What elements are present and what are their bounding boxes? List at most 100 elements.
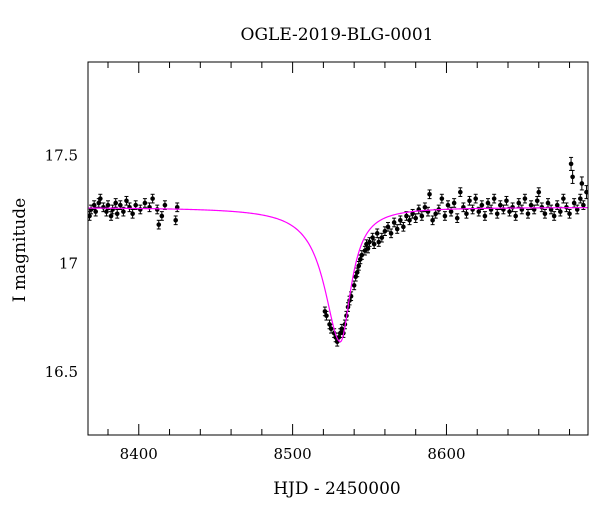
data-marker bbox=[376, 239, 382, 245]
data-marker bbox=[584, 189, 588, 195]
plot-area bbox=[88, 156, 588, 347]
data-point bbox=[545, 198, 551, 208]
data-point bbox=[127, 202, 132, 213]
data-marker bbox=[579, 181, 585, 186]
data-point bbox=[574, 204, 580, 215]
data-point bbox=[558, 206, 563, 217]
y-tick-label: 17.5 bbox=[45, 146, 78, 164]
data-point bbox=[534, 195, 540, 206]
data-point bbox=[419, 211, 425, 221]
data-marker bbox=[93, 209, 98, 214]
data-point bbox=[328, 323, 334, 334]
data-point bbox=[470, 204, 475, 215]
data-point bbox=[398, 215, 403, 226]
data-point bbox=[519, 204, 525, 215]
data-marker bbox=[491, 196, 497, 201]
data-marker bbox=[536, 189, 542, 195]
data-marker bbox=[451, 200, 457, 206]
data-marker bbox=[124, 198, 129, 204]
data-point bbox=[371, 239, 377, 249]
data-point bbox=[370, 232, 375, 243]
data-marker bbox=[413, 215, 418, 221]
data-point bbox=[458, 187, 463, 197]
data-marker bbox=[422, 204, 428, 210]
data-marker bbox=[567, 211, 572, 217]
data-marker bbox=[522, 196, 528, 201]
y-axis-label: I magnitude bbox=[10, 198, 30, 302]
data-marker bbox=[542, 211, 548, 217]
data-marker bbox=[105, 202, 111, 208]
data-point bbox=[410, 208, 415, 219]
data-point bbox=[150, 193, 155, 204]
data-point bbox=[430, 215, 435, 226]
data-point bbox=[367, 237, 372, 247]
data-marker bbox=[385, 224, 391, 230]
data-point bbox=[584, 185, 588, 200]
data-point bbox=[114, 208, 120, 219]
data-point bbox=[568, 156, 574, 171]
data-marker bbox=[454, 215, 460, 221]
data-marker bbox=[104, 209, 109, 214]
data-point bbox=[365, 243, 371, 254]
data-point bbox=[174, 202, 180, 213]
data-point bbox=[93, 206, 98, 217]
data-marker bbox=[574, 207, 580, 212]
data-marker bbox=[430, 218, 435, 223]
data-point bbox=[516, 198, 522, 208]
data-marker bbox=[370, 235, 375, 240]
data-marker bbox=[401, 224, 406, 230]
data-point bbox=[476, 206, 482, 217]
data-point bbox=[113, 198, 118, 208]
data-marker bbox=[324, 313, 329, 319]
data-point bbox=[379, 232, 385, 243]
data-marker bbox=[494, 211, 500, 217]
data-point bbox=[401, 221, 406, 232]
data-point bbox=[513, 211, 518, 221]
data-point bbox=[142, 198, 148, 208]
data-marker bbox=[114, 211, 120, 217]
model-curve bbox=[88, 207, 588, 343]
data-point bbox=[504, 195, 509, 206]
data-point bbox=[454, 213, 460, 223]
data-marker bbox=[391, 220, 397, 225]
data-point bbox=[98, 193, 103, 204]
data-point bbox=[442, 211, 448, 221]
data-marker bbox=[388, 231, 394, 236]
data-marker bbox=[113, 200, 118, 206]
data-marker bbox=[458, 189, 463, 195]
data-marker bbox=[410, 211, 415, 217]
plot-frame bbox=[87, 61, 589, 436]
data-point bbox=[451, 198, 457, 208]
data-marker bbox=[570, 174, 575, 180]
data-marker bbox=[439, 196, 445, 201]
data-point bbox=[461, 202, 466, 213]
data-point bbox=[385, 221, 391, 232]
x-tick-label: 8600 bbox=[427, 445, 465, 463]
data-marker bbox=[356, 263, 362, 269]
data-marker bbox=[133, 202, 138, 208]
data-point bbox=[356, 261, 362, 271]
data-marker bbox=[156, 222, 162, 227]
x-tick-label: 8400 bbox=[120, 445, 158, 463]
data-marker bbox=[419, 213, 425, 219]
data-point bbox=[394, 224, 400, 234]
data-point bbox=[570, 169, 575, 184]
data-marker bbox=[404, 213, 409, 219]
data-point bbox=[485, 198, 491, 208]
data-marker bbox=[476, 209, 482, 214]
data-marker bbox=[354, 270, 360, 275]
data-marker bbox=[138, 207, 143, 212]
data-point bbox=[488, 204, 494, 215]
data-marker bbox=[525, 211, 531, 217]
data-point bbox=[404, 211, 409, 221]
data-marker bbox=[551, 213, 557, 219]
x-axis-label: HJD - 2450000 bbox=[273, 479, 401, 499]
data-marker bbox=[359, 252, 365, 258]
data-point bbox=[324, 310, 329, 321]
data-point bbox=[427, 189, 432, 200]
data-marker bbox=[394, 226, 400, 232]
data-point bbox=[173, 215, 178, 226]
data-point bbox=[147, 202, 152, 213]
data-marker bbox=[485, 200, 491, 206]
